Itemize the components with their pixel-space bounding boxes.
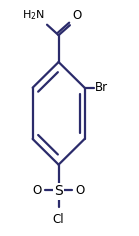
Text: O: O xyxy=(72,9,81,22)
Text: S: S xyxy=(54,185,63,198)
Text: Br: Br xyxy=(95,81,108,94)
Text: O: O xyxy=(33,184,42,197)
Text: O: O xyxy=(75,184,84,197)
Text: H$_2$N: H$_2$N xyxy=(22,8,45,22)
Text: Cl: Cl xyxy=(53,213,64,226)
